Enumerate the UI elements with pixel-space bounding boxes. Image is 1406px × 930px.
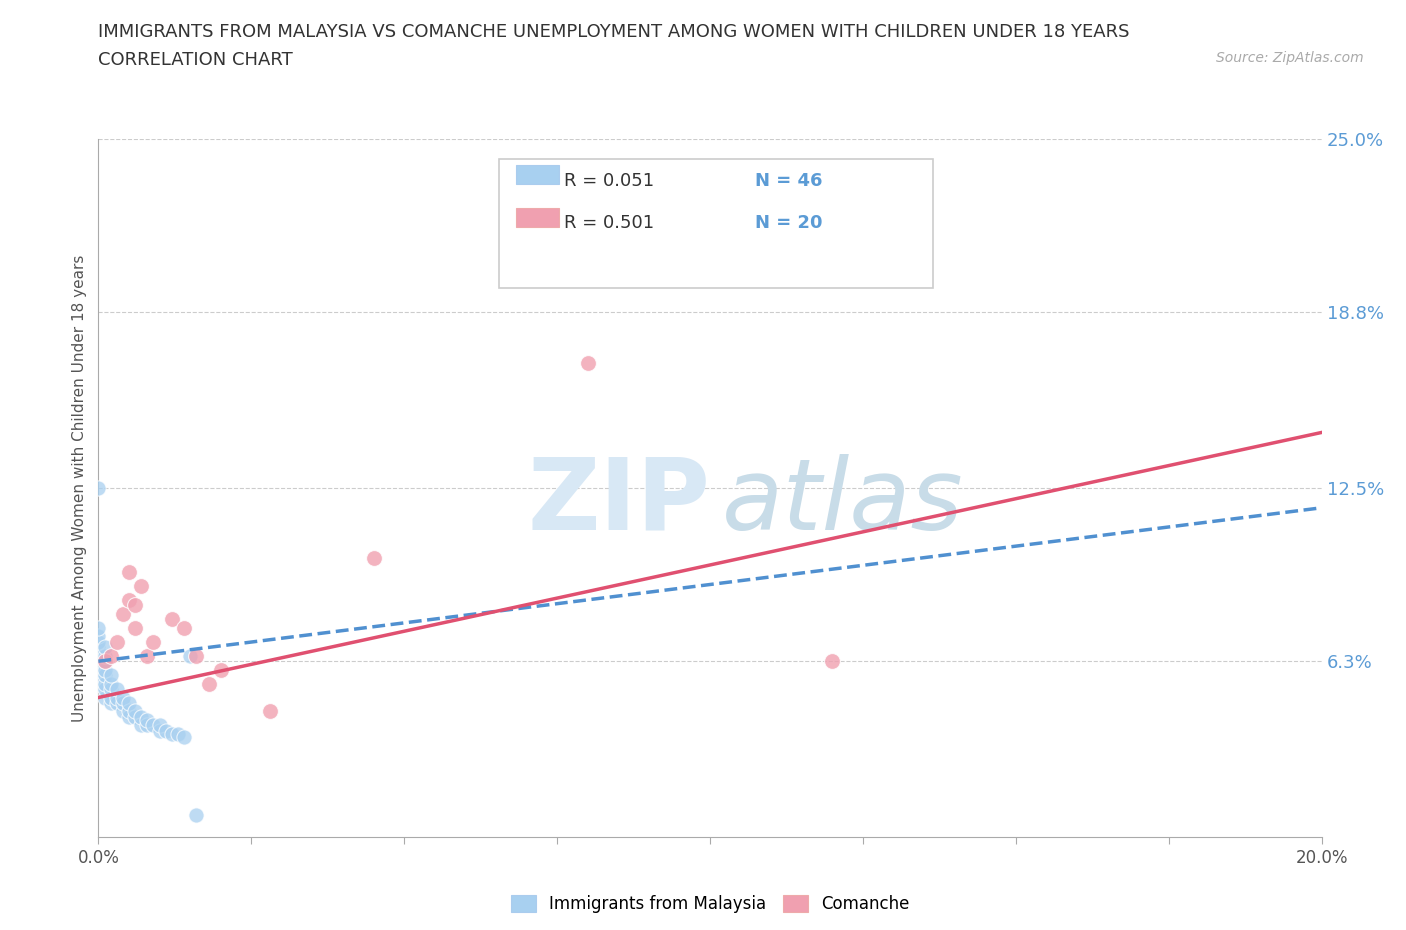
Point — [100, 668, 122, 683]
Text: R = 0.501: R = 0.501 — [564, 215, 654, 232]
Point — [105, 682, 128, 697]
Point — [136, 718, 159, 733]
Point — [576, 355, 599, 370]
Point — [93, 654, 115, 669]
Point — [93, 654, 115, 669]
Point — [87, 648, 110, 663]
Point — [93, 682, 115, 697]
Text: N = 46: N = 46 — [755, 172, 823, 190]
Point — [100, 648, 122, 663]
Point — [129, 718, 152, 733]
Point — [149, 718, 172, 733]
Point — [129, 710, 152, 724]
Point — [186, 807, 208, 822]
Point — [160, 612, 183, 627]
Point — [259, 704, 281, 719]
Point — [142, 718, 165, 733]
Point — [87, 654, 110, 669]
Point — [118, 592, 141, 607]
Point — [111, 606, 134, 621]
Point — [142, 634, 165, 649]
Point — [105, 634, 128, 649]
Point — [118, 565, 141, 579]
Point — [93, 676, 115, 691]
Point — [93, 648, 115, 663]
Point — [111, 690, 134, 705]
Point — [87, 629, 110, 644]
Point — [160, 726, 183, 741]
Point — [173, 729, 195, 744]
Point — [100, 696, 122, 711]
Text: R = 0.051: R = 0.051 — [564, 172, 654, 190]
Point — [821, 654, 844, 669]
Point — [87, 640, 110, 655]
Point — [363, 551, 385, 565]
Text: ZIP: ZIP — [527, 454, 710, 551]
Point — [111, 704, 134, 719]
Point — [105, 690, 128, 705]
Point — [93, 662, 115, 677]
Point — [118, 696, 141, 711]
Point — [124, 704, 146, 719]
Text: N = 20: N = 20 — [755, 215, 823, 232]
Point — [93, 690, 115, 705]
Point — [93, 668, 115, 683]
Point — [100, 690, 122, 705]
Point — [100, 682, 122, 697]
Point — [111, 696, 134, 711]
Point — [209, 662, 232, 677]
Point — [118, 704, 141, 719]
Point — [129, 578, 152, 593]
Point — [87, 662, 110, 677]
Point — [197, 676, 219, 691]
Text: CORRELATION CHART: CORRELATION CHART — [98, 51, 294, 69]
Point — [124, 620, 146, 635]
Point — [186, 648, 208, 663]
Point — [167, 726, 190, 741]
Point — [100, 676, 122, 691]
Point — [87, 668, 110, 683]
Point — [105, 696, 128, 711]
Text: Source: ZipAtlas.com: Source: ZipAtlas.com — [1216, 51, 1364, 65]
Y-axis label: Unemployment Among Women with Children Under 18 years: Unemployment Among Women with Children U… — [72, 255, 87, 722]
Point — [93, 640, 115, 655]
Point — [155, 724, 177, 738]
Text: atlas: atlas — [723, 454, 965, 551]
Point — [179, 648, 201, 663]
Point — [124, 598, 146, 613]
Point — [87, 676, 110, 691]
Point — [118, 710, 141, 724]
Point — [87, 620, 110, 635]
Text: IMMIGRANTS FROM MALAYSIA VS COMANCHE UNEMPLOYMENT AMONG WOMEN WITH CHILDREN UNDE: IMMIGRANTS FROM MALAYSIA VS COMANCHE UNE… — [98, 23, 1130, 41]
Point — [173, 620, 195, 635]
Point — [136, 648, 159, 663]
Legend: Immigrants from Malaysia, Comanche: Immigrants from Malaysia, Comanche — [503, 888, 917, 920]
Point — [87, 481, 110, 496]
Point — [149, 724, 172, 738]
Point — [87, 634, 110, 649]
Point — [136, 712, 159, 727]
Point — [124, 710, 146, 724]
